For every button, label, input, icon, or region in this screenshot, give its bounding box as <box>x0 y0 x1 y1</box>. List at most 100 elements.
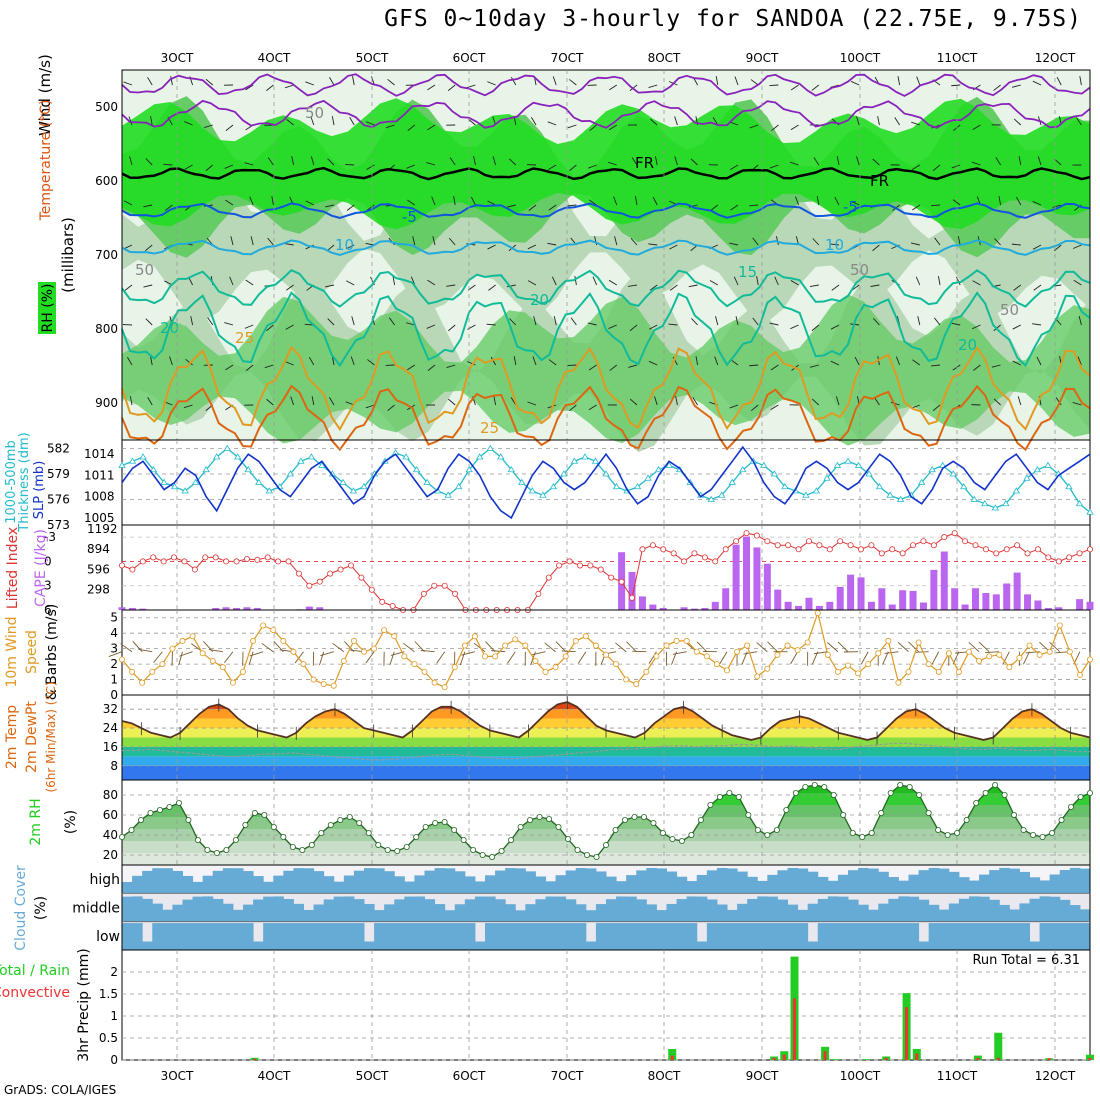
cloud-cell <box>666 903 678 922</box>
cloud-cell <box>434 923 446 950</box>
wind-barb-10m <box>837 641 849 653</box>
cloud-cell <box>525 871 536 894</box>
lifted-index-marker <box>587 562 594 569</box>
cloud-cell <box>958 877 970 894</box>
wind-barb <box>1032 244 1042 250</box>
cloud-cell <box>999 867 1010 894</box>
wind-barb-10m <box>813 651 828 655</box>
wind-barb <box>470 196 476 206</box>
rh-marker <box>982 790 989 797</box>
cloud-cell <box>1029 941 1041 950</box>
cloud-cell <box>182 875 194 894</box>
wind-barb <box>244 324 254 329</box>
wind-speed-marker <box>592 642 599 649</box>
rh-marker <box>1068 804 1075 811</box>
rh2m-axis-label: 2m RH <box>28 798 44 845</box>
x-tick-label-bottom: 8OCT <box>648 1069 681 1083</box>
wind-barb <box>934 237 941 246</box>
cloud-cell <box>585 941 597 950</box>
wind-barb <box>831 284 840 291</box>
wind-barb <box>331 356 335 366</box>
wind-barb <box>527 401 537 406</box>
contour-label: 50 <box>305 104 324 122</box>
wind-speed-marker <box>1006 664 1013 671</box>
cloud-cell <box>232 868 244 894</box>
rh-marker <box>536 814 543 821</box>
lifted-index-marker <box>618 578 625 585</box>
wind-axis-label: Wind (m/s) <box>36 54 54 136</box>
dewpoint-line <box>122 742 1090 761</box>
precip-conv-bar <box>996 1057 1000 1060</box>
precip-total-bar <box>1086 1054 1094 1060</box>
cloud-cell <box>283 899 294 922</box>
wind-barb-10m <box>507 651 516 664</box>
wind-barb <box>752 317 759 326</box>
cloud-cell <box>243 871 254 894</box>
cloud-cell <box>414 875 425 894</box>
wind-barb <box>730 359 739 366</box>
wind-barb <box>634 196 638 206</box>
cloud-cell <box>858 923 869 950</box>
cloud-cell <box>616 881 627 894</box>
x-tick-label-top: 7OCT <box>551 51 584 65</box>
rh-marker <box>441 819 448 826</box>
wind-barb <box>345 163 355 166</box>
lifted-index-marker <box>181 558 188 565</box>
wind-barb <box>588 199 597 206</box>
cloud-cell <box>555 923 567 950</box>
wind-speed-marker <box>320 681 327 688</box>
rh-marker <box>194 837 201 844</box>
cloud-cell <box>676 923 688 950</box>
wind-barb <box>170 76 173 86</box>
wind-barb <box>349 116 355 126</box>
cape-bar <box>805 597 813 610</box>
wind-barb <box>224 164 234 169</box>
cloud-cell <box>162 923 173 950</box>
wind-speed-marker <box>643 668 650 675</box>
wind-speed-marker <box>885 637 892 644</box>
cloud-cell <box>353 870 365 894</box>
wind-barb <box>750 79 759 86</box>
cape-bar <box>888 604 896 610</box>
cloud-cell <box>575 868 587 894</box>
cape-bar <box>243 607 251 610</box>
cloud-cell <box>868 868 879 894</box>
wind-speed-marker <box>1016 654 1023 661</box>
lifted-index-marker <box>223 558 230 565</box>
rh-marker <box>327 822 334 829</box>
cloud-cell <box>313 923 325 950</box>
thickness-marker <box>970 495 978 502</box>
wind-barb <box>930 364 941 367</box>
wind-barb <box>407 364 416 371</box>
lifted-index-marker <box>941 534 948 541</box>
wind-barb <box>388 317 395 326</box>
temp-band <box>122 709 1090 719</box>
wind-barb <box>951 322 961 326</box>
x-tick-label-top: 6OCT <box>453 51 486 65</box>
wind-barb-10m <box>120 643 133 653</box>
wind-barb <box>752 237 759 246</box>
li-tick-label: 0 <box>44 554 52 568</box>
cloud-cell <box>343 923 355 950</box>
thickness-marker <box>286 470 295 477</box>
cloud-cell <box>1079 868 1091 894</box>
cloud-cell <box>797 923 809 950</box>
rh-marker <box>527 817 534 824</box>
thickness-marker <box>244 465 252 473</box>
rh-marker <box>716 794 723 801</box>
wind-speed-marker <box>663 642 670 649</box>
wind-barb <box>285 361 294 366</box>
wind-barb <box>973 364 981 371</box>
wind-speed-marker <box>381 627 388 634</box>
wind-barb <box>649 284 658 291</box>
lifted-index-marker <box>910 542 917 549</box>
wind-barb-10m <box>332 642 345 653</box>
wind-barb <box>468 118 476 126</box>
wind-barb-10m <box>223 651 234 664</box>
wind-barb <box>835 396 840 406</box>
cloud-cell <box>1039 923 1051 950</box>
cloud-cell <box>858 867 869 894</box>
wind-speed-marker <box>683 637 690 644</box>
rh-marker <box>735 794 742 801</box>
thickness-marker <box>886 491 894 498</box>
